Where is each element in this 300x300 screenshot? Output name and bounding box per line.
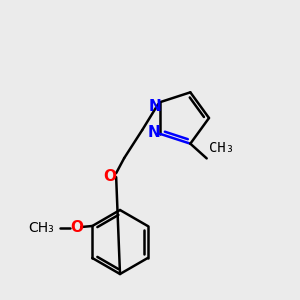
- Text: CH₃: CH₃: [209, 141, 234, 155]
- Text: N: N: [148, 125, 161, 140]
- Text: O: O: [104, 169, 117, 184]
- Text: O: O: [70, 220, 83, 236]
- Text: N: N: [149, 99, 161, 114]
- Text: CH₃: CH₃: [28, 221, 54, 235]
